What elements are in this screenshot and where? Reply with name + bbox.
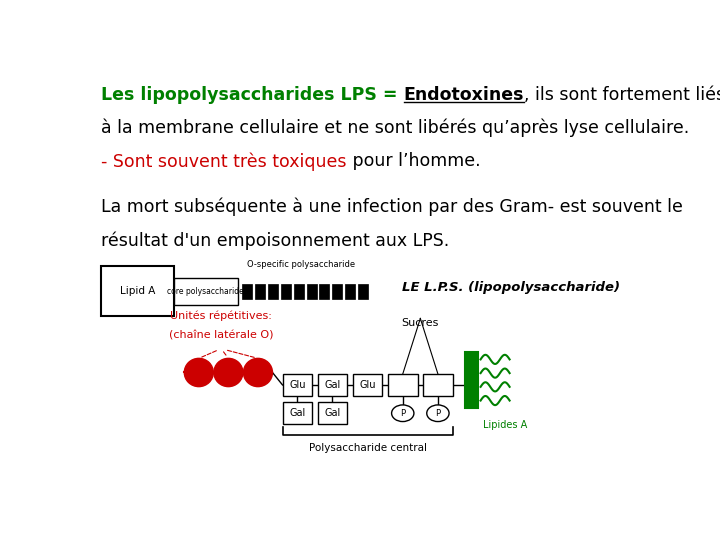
Text: Polysaccharide central: Polysaccharide central: [309, 443, 427, 453]
FancyBboxPatch shape: [388, 374, 418, 396]
Text: résultat d'un empoisonnement aux LPS.: résultat d'un empoisonnement aux LPS.: [101, 231, 449, 249]
FancyBboxPatch shape: [282, 402, 312, 424]
Text: Glu: Glu: [359, 380, 376, 390]
Text: Gal: Gal: [324, 408, 341, 418]
Text: P: P: [436, 409, 441, 418]
Text: Lipides A: Lipides A: [483, 420, 528, 430]
Circle shape: [392, 405, 414, 422]
FancyBboxPatch shape: [353, 374, 382, 396]
FancyBboxPatch shape: [358, 284, 368, 299]
Text: La mort subséquente à une infection par des Gram- est souvent le: La mort subséquente à une infection par …: [101, 198, 683, 217]
FancyBboxPatch shape: [243, 284, 253, 299]
Text: core polysaccharide: core polysaccharide: [168, 287, 244, 296]
Text: Sucres: Sucres: [402, 319, 439, 328]
Text: à la membrane cellulaire et ne sont libérés qu’après lyse cellulaire.: à la membrane cellulaire et ne sont libé…: [101, 119, 690, 137]
FancyBboxPatch shape: [318, 374, 347, 396]
Text: Unités répétitives:: Unités répétitives:: [170, 310, 272, 321]
FancyBboxPatch shape: [307, 284, 317, 299]
FancyBboxPatch shape: [345, 284, 355, 299]
FancyBboxPatch shape: [268, 284, 278, 299]
FancyBboxPatch shape: [294, 284, 304, 299]
FancyBboxPatch shape: [281, 284, 291, 299]
Text: Gal: Gal: [324, 380, 341, 390]
Ellipse shape: [184, 359, 213, 387]
Text: Lipid A: Lipid A: [120, 286, 155, 296]
Text: Endotoxines: Endotoxines: [404, 85, 524, 104]
Ellipse shape: [243, 359, 272, 387]
Text: Glu: Glu: [289, 380, 305, 390]
FancyBboxPatch shape: [101, 266, 174, 316]
Text: Gal: Gal: [289, 408, 305, 418]
FancyBboxPatch shape: [318, 402, 347, 424]
Text: LE L.P.S. (lipopolysaccharide): LE L.P.S. (lipopolysaccharide): [402, 281, 621, 294]
FancyBboxPatch shape: [255, 284, 265, 299]
Text: Les lipopolysaccharides LPS =: Les lipopolysaccharides LPS =: [101, 85, 404, 104]
Text: - Sont souvent très toxiques: - Sont souvent très toxiques: [101, 152, 346, 171]
FancyBboxPatch shape: [423, 374, 453, 396]
Ellipse shape: [214, 359, 243, 387]
FancyBboxPatch shape: [282, 374, 312, 396]
Text: pour l’homme.: pour l’homme.: [346, 152, 480, 170]
FancyBboxPatch shape: [320, 284, 329, 299]
Text: , ils sont fortement liés: , ils sont fortement liés: [524, 85, 720, 104]
FancyBboxPatch shape: [332, 284, 342, 299]
FancyBboxPatch shape: [174, 278, 238, 305]
FancyBboxPatch shape: [465, 352, 478, 408]
Text: P: P: [400, 409, 405, 418]
Text: (chaîne latérale O): (chaîne latérale O): [169, 331, 274, 341]
Text: O-specific polysaccharide: O-specific polysaccharide: [247, 260, 355, 268]
Circle shape: [427, 405, 449, 422]
